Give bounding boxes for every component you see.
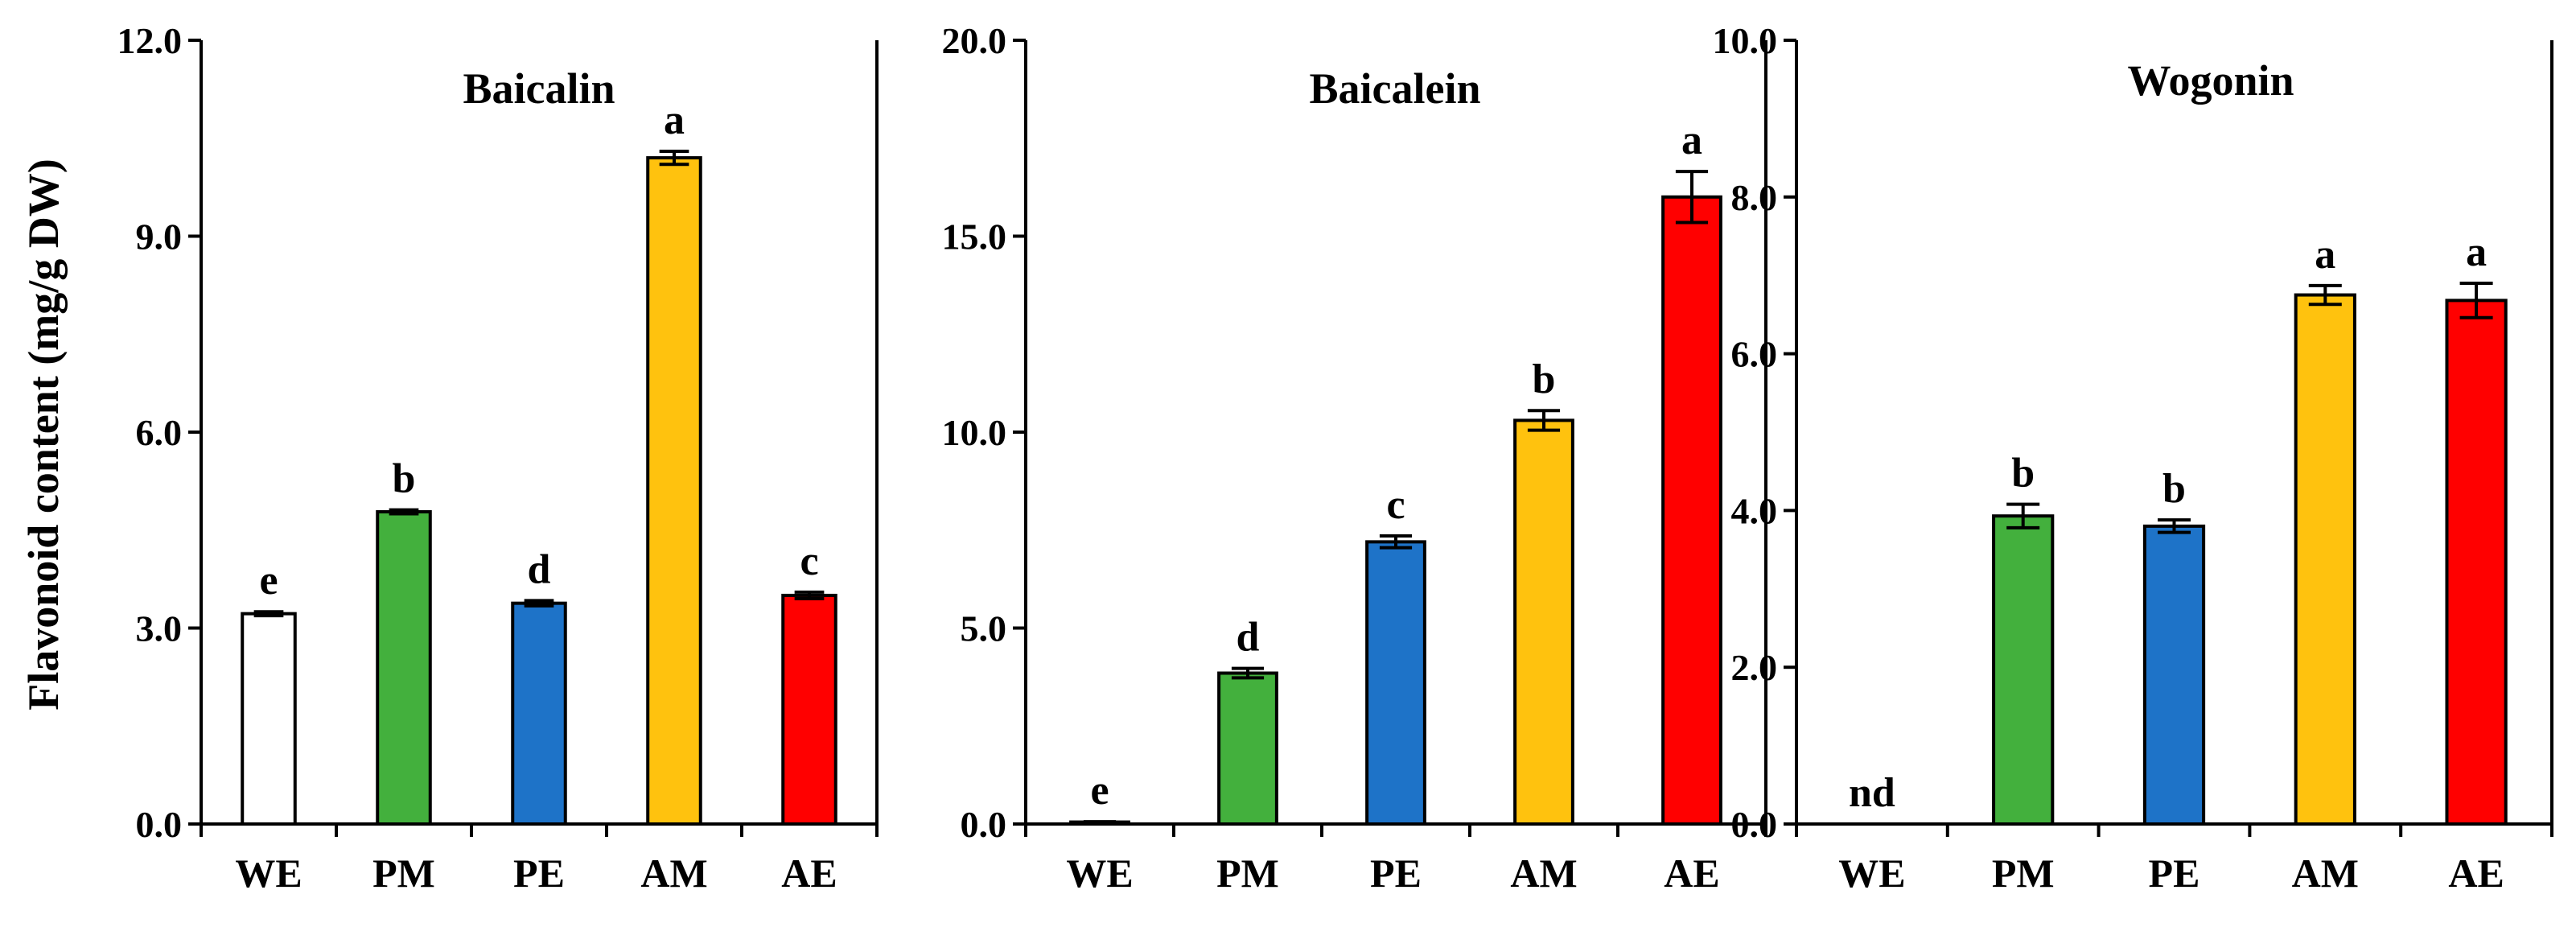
y-tick-label: 12.0: [117, 20, 183, 61]
x-tick-label: WE: [1838, 851, 1905, 896]
x-tick-label: PM: [1216, 851, 1279, 896]
bar-pm: [376, 510, 432, 826]
x-tick-label: PM: [372, 851, 435, 896]
significance-letter: b: [393, 456, 416, 502]
bar-ae: [781, 593, 837, 826]
y-tick-label: 10.0: [1713, 20, 1778, 61]
significance-letter: b: [1533, 356, 1556, 402]
y-tick-label: 0.0: [961, 804, 1007, 845]
significance-letter: b: [2011, 451, 2035, 496]
y-tick-label: 5.0: [961, 608, 1007, 649]
y-tick-label: 10.0: [942, 412, 1007, 453]
bar-am: [1513, 418, 1574, 826]
significance-letter: a: [2466, 229, 2487, 275]
y-axis-label: Flavonoid content (mg/g DW): [19, 159, 68, 710]
panel-title: Wogonin: [2127, 56, 2294, 105]
y-tick-label: 3.0: [136, 608, 183, 649]
bar-pm: [1217, 671, 1278, 826]
panel-wogonin: Wogonin 0.0 2.0 4.0 6.0 8.0 10.0 WE nd PM b PE b AM a…: [1713, 20, 2553, 896]
x-tick-label: AM: [2292, 851, 2359, 896]
significance-letter: d: [528, 546, 551, 592]
x-tick-label: PM: [1992, 851, 2055, 896]
panel-title: Baicalein: [1310, 64, 1481, 113]
significance-letter: e: [259, 558, 278, 604]
significance-letter: c: [1386, 482, 1405, 528]
significance-letter: nd: [1849, 770, 1895, 816]
y-tick-label: 0.0: [136, 804, 183, 845]
bar-ae: [2445, 299, 2508, 826]
y-tick-label: 9.0: [136, 216, 183, 258]
x-tick-label: WE: [235, 851, 302, 896]
significance-letter: a: [2315, 232, 2335, 278]
bar-pe: [2142, 524, 2206, 826]
significance-letter: a: [1681, 117, 1702, 163]
x-tick-label: AE: [1664, 851, 1719, 896]
x-tick-label: PE: [1370, 851, 1422, 896]
y-tick-label: 15.0: [942, 216, 1007, 258]
significance-letter: d: [1237, 615, 1260, 661]
x-tick-label: AE: [781, 851, 837, 896]
y-tick-label: 0.0: [1731, 804, 1778, 845]
y-tick-label: 6.0: [1731, 334, 1778, 375]
x-tick-label: AM: [640, 851, 707, 896]
y-tick-label: 20.0: [942, 20, 1007, 61]
significance-letter: e: [1090, 768, 1109, 814]
x-tick-label: WE: [1066, 851, 1133, 896]
panel-baicalin: Baicalin 0.0 3.0 6.0 9.0 12.0 WE e PM b PE d AM a AE c: [117, 20, 879, 896]
y-tick-label: 6.0: [136, 412, 183, 453]
panel-title: Baicalin: [463, 64, 615, 113]
x-tick-label: AE: [2448, 851, 2504, 896]
panel-baicalein: Baicalein 0.0 5.0 10.0 15.0 20.0 WE e PM d PE c AM b…: [942, 20, 1767, 896]
significance-letter: c: [800, 538, 818, 584]
y-tick-label: 8.0: [1731, 177, 1778, 218]
x-tick-label: AM: [1510, 851, 1577, 896]
x-tick-label: PE: [513, 851, 565, 896]
bar-pe: [511, 601, 567, 826]
significance-letter: b: [2162, 466, 2186, 512]
bar-pe: [1365, 540, 1426, 826]
bar-ae: [1661, 195, 1722, 826]
significance-letter: a: [664, 97, 685, 143]
x-tick-label: PE: [2149, 851, 2200, 896]
bar-pm: [1992, 514, 2055, 826]
bar-we: [241, 612, 297, 826]
y-tick-label: 2.0: [1731, 647, 1778, 688]
bar-am: [646, 156, 702, 826]
bar-am: [2294, 293, 2356, 826]
y-tick-label: 4.0: [1731, 490, 1778, 531]
